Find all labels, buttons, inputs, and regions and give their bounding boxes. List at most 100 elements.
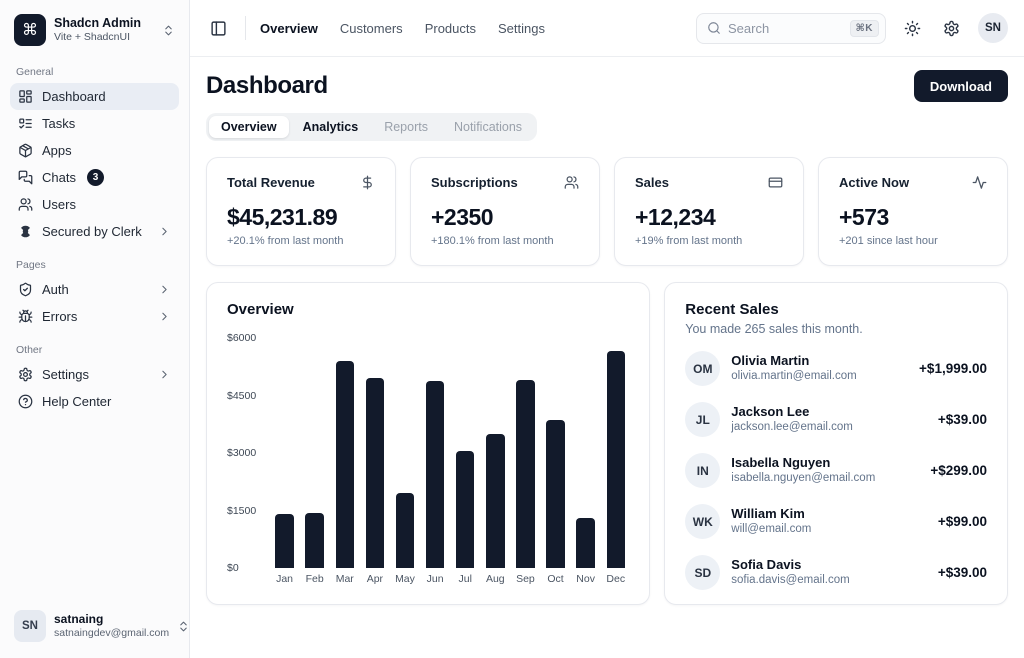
tab-reports[interactable]: Reports	[384, 120, 428, 134]
package-icon	[18, 143, 33, 158]
stat-change: +20.1% from last month	[227, 235, 344, 247]
sidebar-item-tasks[interactable]: Tasks	[10, 110, 179, 137]
page-header: Dashboard Download	[206, 69, 1008, 103]
avatar: IN	[685, 453, 721, 488]
sidebar-item-label: Tasks	[42, 116, 76, 131]
sidebar-user-menu[interactable]: SN satnaing satnaingdev@gmail.com	[10, 606, 187, 646]
sidebar-item-auth[interactable]: Auth	[10, 276, 179, 303]
chart-column: Dec	[604, 332, 627, 590]
sidebar-item-dashboard[interactable]: Dashboard	[10, 83, 179, 110]
bar-dec	[606, 351, 625, 568]
section-label-general: General	[16, 66, 54, 78]
chart-column: May	[393, 332, 416, 590]
user-email: satnaingdev@gmail.com	[54, 626, 170, 639]
user-name: satnaing	[54, 611, 104, 626]
dashboard-icon	[18, 89, 33, 104]
sidebar: ⌘ Shadcn Admin Vite + ShadcnUI General D…	[0, 0, 190, 658]
team-plan: Vite + ShadcnUI	[54, 30, 130, 43]
search-input[interactable]	[728, 20, 843, 36]
stat-change: +180.1% from last month	[431, 235, 554, 247]
chart-column: Feb	[303, 332, 326, 590]
sidebar-item-settings[interactable]: Settings	[10, 361, 179, 388]
nav-link-products[interactable]: Products	[424, 20, 476, 36]
topbar-divider	[245, 16, 246, 40]
bug-icon	[18, 309, 33, 324]
chart-column: Mar	[333, 332, 356, 590]
sale-amount: +$99.00	[937, 514, 987, 529]
bar-jul	[455, 451, 475, 568]
gear-icon	[18, 367, 33, 382]
sidebar-item-label: Auth	[42, 282, 69, 297]
stat-change: +19% from last month	[635, 235, 743, 247]
bar-apr	[365, 378, 385, 568]
x-tick-label: Nov	[576, 573, 595, 585]
x-tick-label: May	[395, 573, 415, 585]
search-icon	[708, 22, 720, 34]
y-tick-label: $3000	[227, 447, 257, 459]
settings-button[interactable]	[939, 16, 964, 41]
profile-avatar[interactable]: SN	[978, 13, 1008, 43]
x-tick-label: Aug	[485, 573, 505, 585]
bar-mar	[335, 361, 355, 568]
search-shortcut-kbd: ⌘K	[849, 19, 879, 37]
y-tick-label: $6000	[227, 332, 257, 344]
team-switcher[interactable]: ⌘ Shadcn Admin Vite + ShadcnUI	[10, 10, 179, 52]
stat-value: +2350	[431, 204, 494, 230]
chat-bubbles-icon	[18, 170, 33, 185]
chart-column: Oct	[544, 332, 567, 590]
tab-notifications[interactable]: Notifications	[453, 120, 523, 134]
sidebar-item-label: Chats	[42, 170, 76, 185]
stat-value: +12,234	[635, 204, 716, 230]
x-tick-label: Mar	[335, 573, 354, 585]
sidebar-item-label: Help Center	[42, 394, 112, 409]
checklist-icon	[18, 116, 33, 131]
list-item: IN Isabella Nguyen isabella.nguyen@email…	[685, 453, 987, 488]
bar-jan	[275, 514, 294, 568]
search-box[interactable]: ⌘K	[696, 12, 886, 44]
activity-icon	[972, 175, 987, 190]
sidebar-item-chats[interactable]: Chats 3	[10, 164, 179, 191]
nav-link-overview[interactable]: Overview	[260, 20, 318, 36]
chart-column: Jul	[454, 332, 477, 590]
page-title: Dashboard	[206, 72, 328, 99]
sun-icon	[904, 20, 921, 37]
chart-y-axis: $0 $1500 $3000 $4500 $6000	[227, 332, 271, 590]
page-content: Dashboard Download Overview Analytics Re…	[190, 57, 1024, 658]
x-tick-label: Oct	[547, 573, 564, 585]
tab-overview[interactable]: Overview	[209, 116, 289, 138]
stat-title: Active Now	[839, 175, 910, 190]
sidebar-item-users[interactable]: Users	[10, 191, 179, 218]
sale-email: isabella.nguyen@email.com	[731, 472, 876, 485]
sidebar-item-help-center[interactable]: Help Center	[10, 388, 179, 415]
overview-bar-chart: $0 $1500 $3000 $4500 $6000 Jan Feb Mar Apr May Ju…	[227, 332, 629, 590]
recent-sales-subtitle: You made 265 sales this month.	[685, 322, 863, 336]
x-tick-label: Jan	[276, 573, 294, 585]
bar-aug	[486, 434, 505, 568]
sidebar-item-label: Apps	[42, 143, 72, 158]
sidebar-item-label: Errors	[42, 309, 78, 324]
sidebar-item-label: Users	[42, 197, 76, 212]
team-name: Shadcn Admin	[54, 15, 142, 30]
chevron-right-icon	[158, 310, 171, 323]
sidebar-spacer	[10, 415, 179, 606]
recent-sales-card: Recent Sales You made 265 sales this mon…	[664, 282, 1008, 605]
bottom-row: Overview $0 $1500 $3000 $4500 $6000 Jan Feb Ma…	[206, 282, 1008, 605]
shield-check-icon	[18, 282, 33, 297]
download-button[interactable]: Download	[913, 70, 1008, 102]
recent-sales-title: Recent Sales	[685, 301, 779, 318]
list-item: JL Jackson Lee jackson.lee@email.com +$3…	[685, 402, 987, 437]
chart-column: Jan	[273, 332, 296, 590]
sale-name: William Kim	[731, 505, 805, 521]
sidebar-toggle-button[interactable]	[206, 16, 231, 41]
x-tick-label: Feb	[305, 573, 324, 585]
recent-sales-list: OM Olivia Martin olivia.martin@email.com…	[685, 351, 987, 590]
chevron-right-icon	[158, 368, 171, 381]
nav-link-settings[interactable]: Settings	[498, 20, 545, 36]
sidebar-item-secured-by-clerk[interactable]: Secured by Clerk	[10, 218, 179, 245]
tab-analytics[interactable]: Analytics	[302, 120, 359, 134]
nav-link-customers[interactable]: Customers	[339, 20, 403, 36]
sidebar-item-apps[interactable]: Apps	[10, 137, 179, 164]
sidebar-item-errors[interactable]: Errors	[10, 303, 179, 330]
sale-name: Isabella Nguyen	[731, 454, 831, 470]
theme-toggle-button[interactable]	[900, 16, 925, 41]
